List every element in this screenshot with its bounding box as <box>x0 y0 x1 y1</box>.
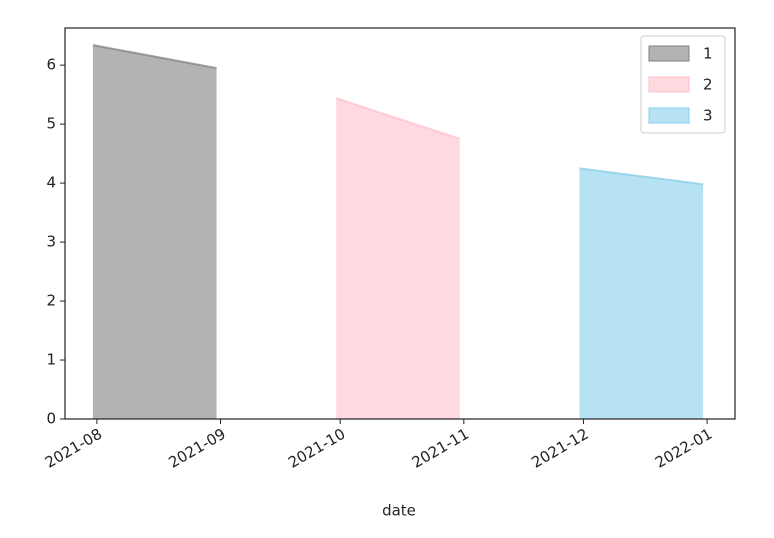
y-tick-label: 4 <box>46 174 56 192</box>
x-tick-label: 2022-01 <box>652 425 715 472</box>
y-tick-label: 3 <box>46 233 56 251</box>
x-tick-label: 2021-11 <box>409 425 472 472</box>
legend-label: 1 <box>703 45 713 63</box>
y-tick-label: 6 <box>46 56 56 74</box>
x-axis-label: date <box>382 502 416 520</box>
plot-frame <box>64 27 736 420</box>
x-tick-label: 2021-09 <box>165 425 228 472</box>
y-tick-label: 5 <box>46 115 56 133</box>
legend-label: 2 <box>703 76 713 94</box>
area-line <box>92 44 217 70</box>
legend-swatch <box>648 107 690 124</box>
legend-swatch <box>648 45 690 62</box>
area-line <box>579 167 704 186</box>
legend-label: 3 <box>703 107 713 125</box>
area-line <box>335 97 461 140</box>
x-tick-label: 2021-10 <box>285 425 348 472</box>
y-tick-label: 0 <box>46 410 56 428</box>
legend-swatch <box>648 76 690 93</box>
area <box>579 168 704 419</box>
x-tick-label: 2021-08 <box>42 425 105 472</box>
x-tick-label: 2021-12 <box>528 425 591 472</box>
y-tick-label: 1 <box>46 351 56 369</box>
area <box>336 98 460 419</box>
y-tick-label: 2 <box>46 292 56 310</box>
area <box>92 45 217 419</box>
